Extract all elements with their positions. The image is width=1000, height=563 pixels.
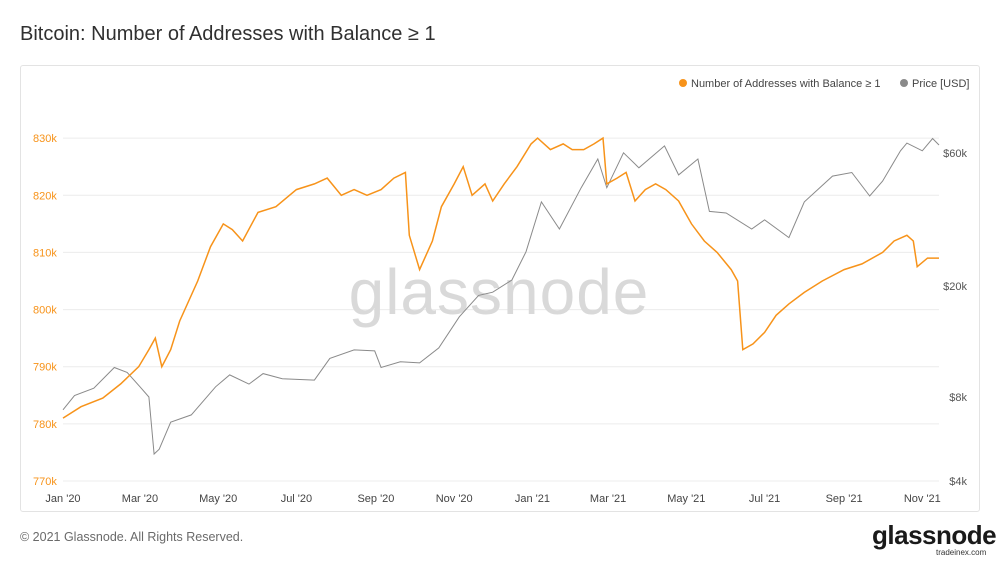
left-tick-label: 780k: [33, 419, 57, 431]
left-tick-label: 830k: [33, 133, 57, 145]
addresses-series-line: [62, 136, 939, 419]
left-tick-label: 820k: [33, 190, 57, 202]
watermark: glassnode: [349, 256, 650, 328]
x-axis-ticks: Jan '20 Mar '20 May '20 Jul '20 Sep '20 Nov '…: [45, 493, 940, 505]
right-tick-label: $8k: [949, 392, 967, 404]
x-tick-label: Jul '21: [749, 493, 780, 505]
x-tick-label: Sep '21: [826, 493, 863, 505]
chart-frame: glassnode 770k 780k 790k 800k 810k 820k 830k $…: [20, 65, 980, 512]
x-tick-label: May '21: [667, 493, 705, 505]
right-tick-label: $60k: [943, 148, 967, 160]
chart-svg: glassnode 770k 780k 790k 800k 810k 820k 830k $…: [33, 78, 969, 505]
x-tick-label: Jan '20: [45, 493, 80, 505]
copyright-text: © 2021 Glassnode. All Rights Reserved.: [20, 530, 244, 544]
left-tick-label: 790k: [33, 362, 57, 374]
legend: Number of Addresses with Balance ≥ 1 Pri…: [679, 78, 969, 90]
legend-marker-price: [900, 79, 908, 87]
right-axis-ticks: $4k $8k $20k $60k: [943, 148, 967, 488]
x-tick-label: May '20: [199, 493, 237, 505]
glassnode-logo: glassnode: [872, 520, 997, 550]
legend-label-addresses[interactable]: Number of Addresses with Balance ≥ 1: [691, 78, 880, 90]
left-tick-label: 770k: [33, 476, 57, 488]
legend-marker-addresses: [679, 79, 687, 87]
x-tick-label: Nov '21: [904, 493, 941, 505]
legend-label-price[interactable]: Price [USD]: [912, 78, 969, 90]
credit-text: tradeinex.com: [936, 548, 987, 557]
x-tick-label: Jan '21: [515, 493, 550, 505]
page-title: Bitcoin: Number of Addresses with Balanc…: [20, 23, 436, 45]
x-tick-label: Mar '21: [590, 493, 626, 505]
left-tick-label: 800k: [33, 305, 57, 317]
x-tick-label: Jul '20: [281, 493, 312, 505]
x-tick-label: Mar '20: [122, 493, 158, 505]
right-tick-label: $20k: [943, 281, 967, 293]
left-tick-label: 810k: [33, 247, 57, 259]
x-tick-label: Sep '20: [357, 493, 394, 505]
price-series-line: [62, 137, 940, 456]
right-tick-label: $4k: [949, 476, 967, 488]
x-tick-label: Nov '20: [436, 493, 473, 505]
left-axis-ticks: 770k 780k 790k 800k 810k 820k 830k: [33, 133, 57, 488]
